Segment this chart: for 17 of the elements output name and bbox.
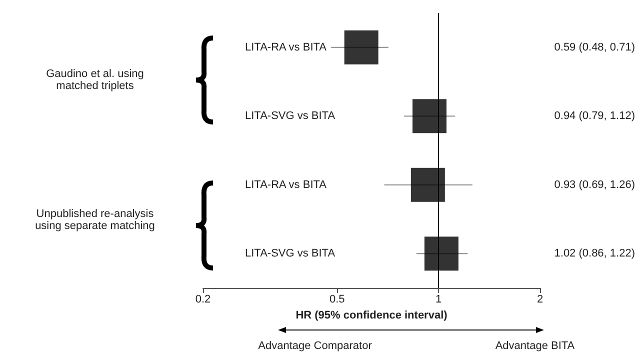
y-tick-label: LITA-RA vs BITA <box>245 41 328 54</box>
y-tick-label: LITA-SVG vs BITA <box>245 110 336 122</box>
text: Advantage Comparator <box>257 340 373 352</box>
text: Unpublished re-analysis using separate matching <box>34 208 156 232</box>
text: Advantage BITA <box>494 340 576 352</box>
x-tick-label: 2 <box>536 294 544 306</box>
data-label: 1.02 (0.86, 1.22) <box>554 248 635 260</box>
y-tick-label: LITA-RA vs BITA <box>245 178 328 191</box>
x-tick-label: 1 <box>435 294 442 306</box>
data-label: 0.59 (0.48, 0.71) <box>554 41 635 54</box>
y-tick-label: LITA-SVG vs BITA <box>245 248 336 260</box>
x-tick-label: 0.5 <box>329 294 345 306</box>
x-axis-title: HR (95% confidence interval) <box>296 310 448 322</box>
data-label: 0.94 (0.79, 1.12) <box>554 110 635 122</box>
text: Gaudino et al. using matched triplets <box>45 68 145 92</box>
data-label: 0.93 (0.69, 1.26) <box>554 178 635 191</box>
x-tick-label: 0.2 <box>195 294 211 306</box>
